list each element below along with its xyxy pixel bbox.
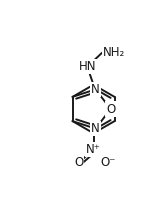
Text: N: N [91,83,100,96]
Text: N⁺: N⁺ [86,143,101,156]
Text: N: N [91,122,100,135]
Text: O⁻: O⁻ [101,156,116,169]
Text: O: O [74,156,83,169]
Text: HN: HN [79,60,96,73]
Text: O: O [106,102,115,116]
Text: NH₂: NH₂ [103,46,125,59]
